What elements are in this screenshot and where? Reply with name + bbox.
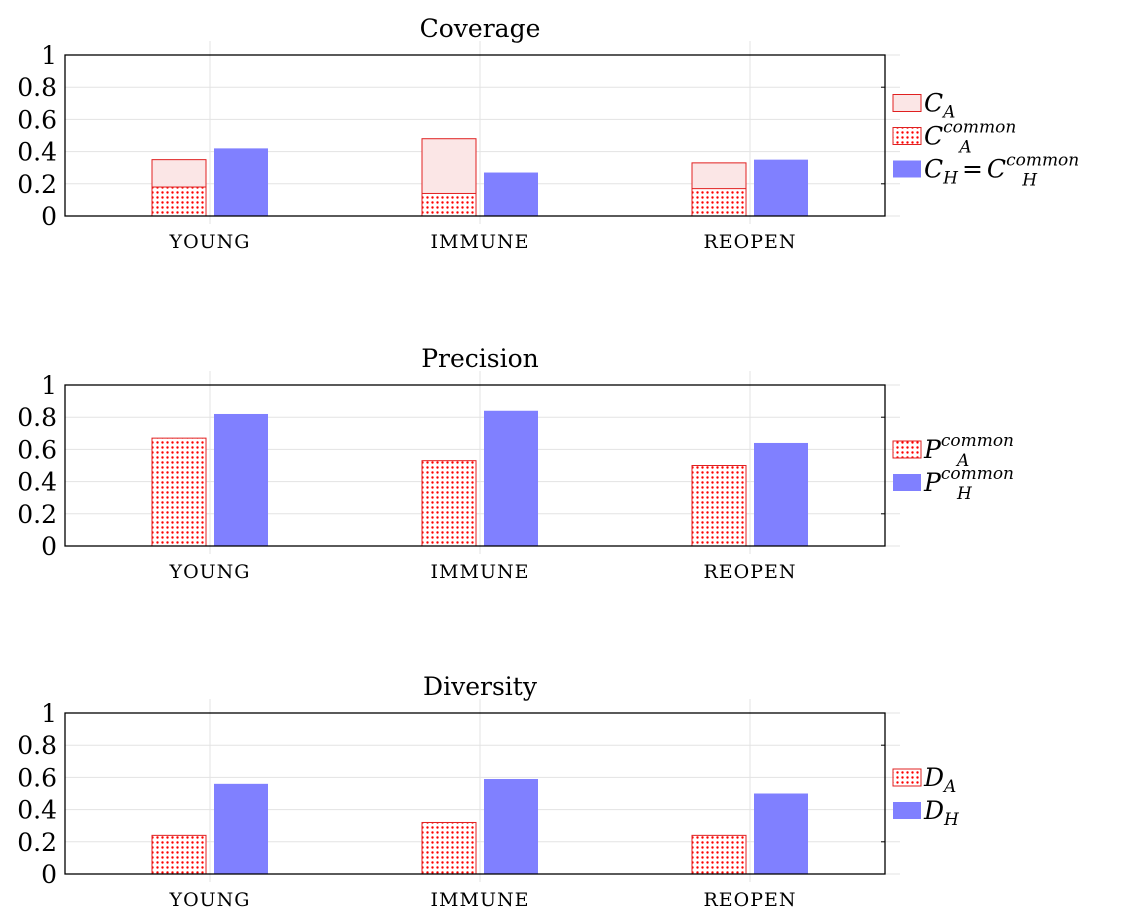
bar-p-h-common-immune: [484, 410, 538, 546]
legend-sup: common: [941, 431, 1014, 451]
legend-main: D: [923, 796, 944, 825]
legend-main: P: [923, 468, 942, 497]
plot-frame: [64, 384, 886, 547]
category-label-young: YOUNG: [169, 889, 251, 909]
y-tick-label: 0.4: [17, 138, 57, 167]
category-label-reopen: REOPEN: [703, 889, 796, 909]
legend-swatch: [892, 94, 922, 112]
plot-frame: [64, 54, 886, 217]
legend-main: C: [924, 89, 943, 118]
chart-precision: 0 0.2 0.4 0.6 0.8 1 YOUNG IMMUNE REOPEN Precision…: [17, 344, 1014, 583]
y-tick-label: 0.6: [17, 435, 57, 464]
legend-entry-c-a: CA: [892, 89, 955, 123]
bar-p-h-common-young: [214, 413, 268, 546]
legend-sub: A: [941, 103, 955, 123]
legend-swatch: [893, 474, 921, 491]
y-tick-label: 0: [41, 532, 57, 561]
y-tick-label: 0.6: [17, 105, 57, 134]
chart-title: Coverage: [420, 14, 541, 43]
bar-p-a-common-immune: [421, 460, 477, 547]
category-label-young: YOUNG: [169, 561, 251, 583]
y-tick-label: 0.8: [17, 731, 57, 760]
category-label-immune: IMMUNE: [431, 231, 530, 253]
bar-p-a-common-young: [151, 437, 207, 547]
category-label-reopen: REOPEN: [703, 561, 796, 583]
legend-label: CA: [924, 89, 955, 123]
plot-frame: [64, 712, 886, 875]
category-label-immune: IMMUNE: [431, 561, 530, 583]
legend-sub: A: [942, 777, 956, 797]
chart-diversity: 0 0.2 0.4 0.6 0.8 1 YOUNG IMMUNE REOPEN Diversity…: [17, 672, 960, 909]
bar-c-h-c-h-common-reopen: [754, 159, 808, 216]
y-tick-label: 0.2: [17, 170, 57, 199]
y-tick-label: 0.4: [17, 796, 57, 825]
bar-c-a-common-young: [151, 186, 207, 217]
legend-sub: H: [956, 484, 973, 504]
legend-entry-c-h-c-h-common: CH = Ccommon H: [893, 151, 1079, 191]
category-label-immune: IMMUNE: [431, 889, 530, 909]
legend-entry-p-a-common: Pcommon A: [892, 431, 1014, 471]
bar-d-a-young: [151, 834, 207, 875]
bar-c-a-common-immune: [421, 192, 477, 217]
bar-c-a-common-reopen: [691, 188, 747, 217]
legend-swatch: [893, 160, 921, 178]
legend-entry-d-a: DA: [892, 763, 956, 797]
bar-d-h-young: [214, 783, 268, 874]
legend-sub: A: [955, 451, 969, 471]
legend-sup: common: [941, 464, 1014, 484]
legend-entry-c-a-common: Ccommon A: [892, 118, 1016, 158]
y-tick-label: 0.2: [17, 500, 57, 529]
legend-swatch: [892, 440, 922, 459]
y-tick-label: 1: [41, 699, 57, 728]
legend-label: Pcommon A: [923, 431, 1014, 471]
y-tick-label: 0: [41, 860, 57, 889]
chart-title: Diversity: [423, 672, 538, 701]
legend-rhs-sub: H: [1021, 171, 1038, 191]
legend-swatch: [892, 127, 922, 145]
legend-entry-p-h-common: Pcommon H: [893, 464, 1014, 504]
legend-label: DH: [923, 796, 960, 830]
y-tick-label: 0.6: [17, 763, 57, 792]
legend-rhs-main: C: [987, 155, 1006, 184]
bar-d-a-immune: [421, 821, 477, 875]
bar-p-h-common-reopen: [754, 442, 808, 546]
legend-label: Pcommon H: [923, 464, 1014, 504]
bar-c-h-c-h-common-young: [214, 148, 268, 216]
bar-d-a-reopen: [691, 834, 747, 875]
y-tick-label: 1: [41, 371, 57, 400]
legend-label: CH = Ccommon H: [924, 151, 1079, 191]
legend-swatch: [892, 768, 922, 787]
legend-sup: common: [943, 118, 1016, 138]
legend-main: D: [923, 763, 944, 792]
legend-entry-d-h: DH: [893, 796, 960, 830]
legend-label: DA: [923, 763, 956, 797]
legend-swatch: [893, 802, 921, 819]
y-tick-label: 0: [41, 202, 57, 231]
legend-main: P: [923, 435, 942, 464]
legend-label: Ccommon A: [924, 118, 1016, 158]
chart-title: Precision: [421, 344, 539, 373]
category-label-young: YOUNG: [169, 231, 251, 253]
bar-p-a-common-reopen: [691, 465, 747, 547]
bar-c-h-c-h-common-immune: [484, 172, 538, 216]
y-tick-label: 0.8: [17, 403, 57, 432]
legend-sub: A: [957, 138, 971, 158]
legend-equals: =: [962, 155, 983, 184]
legend-sub: H: [943, 810, 960, 830]
bar-d-h-immune: [484, 779, 538, 874]
bar-d-h-reopen: [754, 793, 808, 874]
y-tick-label: 0.4: [17, 468, 57, 497]
y-tick-label: 0.2: [17, 828, 57, 857]
legend-sub: H: [942, 169, 959, 189]
category-label-reopen: REOPEN: [703, 231, 796, 253]
y-tick-label: 0.8: [17, 73, 57, 102]
y-tick-label: 1: [41, 41, 57, 70]
legend-main: C: [924, 122, 943, 151]
chart-coverage: 0 0.2 0.4 0.6 0.8 1 YOUNG IMMUNE REOPEN Coverage C…: [17, 14, 1079, 253]
legend-main: C: [924, 155, 943, 184]
legend-rhs-sup: common: [1006, 151, 1079, 171]
